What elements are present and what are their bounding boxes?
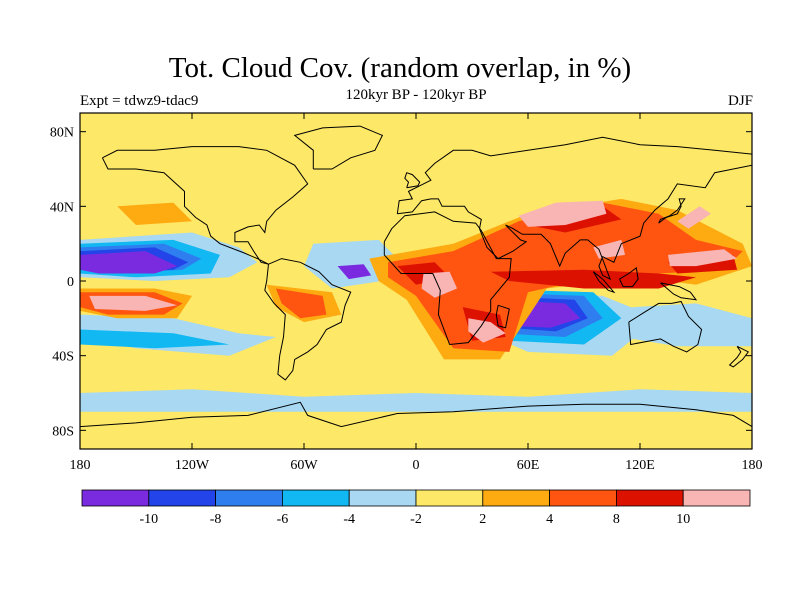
period-label: 120kyr BP - 120kyr BP [345,87,487,103]
season-label: DJF [727,93,753,109]
colorbar-swatch [415,489,484,507]
coastline [728,345,750,368]
colorbar-label: -4 [343,512,355,527]
anom-patch [80,329,230,349]
colorbar-label: 4 [546,512,553,527]
anom-patch [490,269,696,289]
anom-patch [276,288,327,319]
anom-patch [677,206,711,229]
lon-tick-label: 60E [517,458,540,473]
coastline [404,172,421,189]
anom-patch [80,251,178,274]
coastline [658,198,686,224]
lon-tick-label: 120E [625,458,655,473]
coastline [628,300,703,353]
coastline [592,271,616,294]
colorbar-swatch [215,489,283,507]
colorbar-swatch [482,489,550,507]
lon-tick-label: 180 [742,458,763,473]
anom-patch [668,249,738,267]
coastline [383,211,512,346]
colorbar-label: -8 [210,512,222,527]
colorbar-label: 2 [479,512,486,527]
axis-ticks: 80N 40N 0 40S 80S 180 120W 60W 0 60E 120E 180 [50,113,763,473]
anom-patch [421,271,458,298]
coastline [660,282,698,301]
colorbar-swatch [616,489,684,507]
coastline [101,146,309,265]
anom-patch [89,295,178,311]
lat-tick-label: 0 [67,275,74,290]
colorbar-label: -2 [410,512,422,527]
coastline [396,136,752,281]
cloud-cover-field [80,113,752,449]
lon-tick-label: 120W [175,458,210,473]
colorbar-label: -10 [139,512,158,527]
anom-patch [518,200,607,227]
lat-tick-label: 40N [50,200,74,215]
coastline [619,267,639,288]
coastlines [80,125,752,428]
coastline [264,258,352,381]
coastline [293,125,384,170]
lat-tick-label: 80N [50,126,74,141]
anom-patch [117,202,192,225]
colorbar-swatch [348,489,417,507]
colorbar-label: -6 [277,512,289,527]
anom-patch [80,389,752,412]
colorbar-label: 10 [676,512,690,527]
lon-tick-label: 180 [70,458,91,473]
colorbar: -10 -8 -6 -4 -2 2 4 8 10 [81,489,751,527]
anom-patch [602,303,752,347]
anom-patch [304,239,398,289]
colorbar-label: 8 [613,512,620,527]
experiment-label: Expt = tdwz9-tdac9 [80,93,199,109]
coastline [80,401,752,428]
lon-tick-label: 60W [290,458,318,473]
anom-patch [468,318,506,343]
chart-title: Tot. Cloud Cov. (random overlap, in %) [168,52,632,84]
lat-tick-label: 40S [52,350,74,365]
coastline [495,304,510,329]
anom-patch [337,264,372,280]
colorbar-swatch [281,489,350,507]
lat-tick-label: 80S [52,424,74,439]
colorbar-swatch [148,489,217,507]
lon-tick-label: 0 [413,458,420,473]
colorbar-swatch [682,489,751,507]
colorbar-swatch [81,489,150,507]
colorbar-swatch [549,489,617,507]
